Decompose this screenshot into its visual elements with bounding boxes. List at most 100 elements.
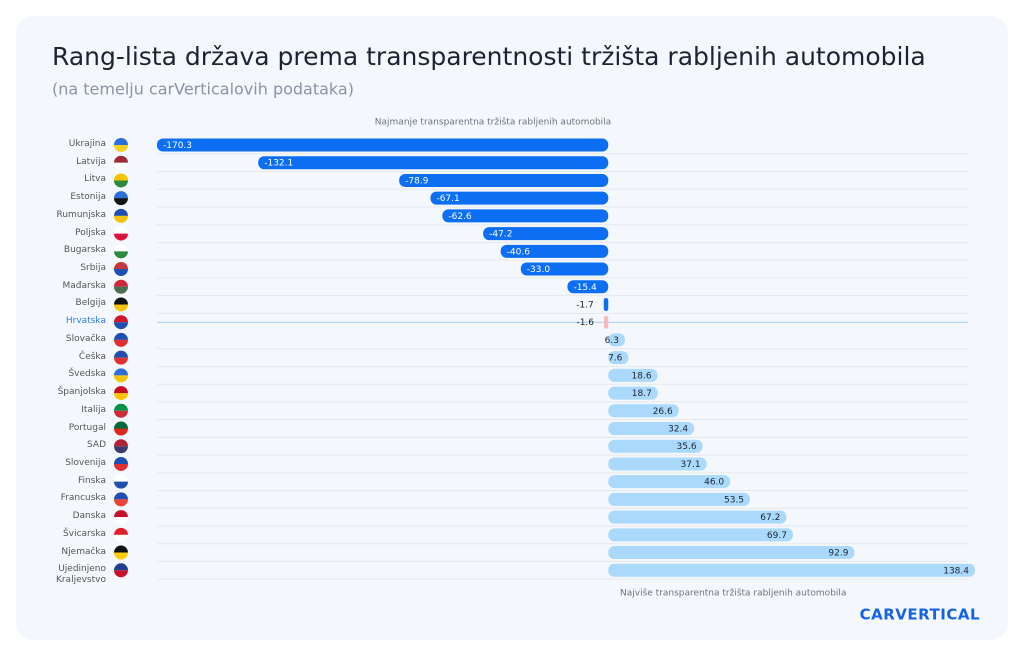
flag — [114, 315, 128, 323]
flag — [114, 474, 128, 482]
category-label: Švicarska — [63, 528, 106, 539]
category-label: Češka — [78, 351, 106, 362]
value-label: 46.0 — [704, 478, 724, 488]
flag — [114, 492, 128, 500]
bar — [608, 546, 855, 560]
category-label: Ukrajina — [68, 139, 106, 149]
flag — [114, 251, 128, 259]
flag — [114, 215, 128, 223]
value-label: -40.6 — [507, 247, 531, 257]
value-label: 7.6 — [608, 354, 623, 364]
value-label: -15.4 — [573, 283, 597, 293]
flag — [114, 439, 128, 447]
flag — [114, 155, 128, 163]
flag — [114, 269, 128, 277]
flag — [114, 357, 128, 365]
flag — [114, 198, 128, 206]
category-label: Hrvatska — [65, 316, 106, 327]
flag — [114, 517, 128, 525]
bar — [608, 439, 703, 453]
bar — [608, 351, 629, 365]
flag — [114, 208, 128, 216]
flag — [114, 262, 128, 270]
chart-subtitle: (na temelju carVerticalovih podataka) — [52, 80, 354, 99]
bar — [604, 315, 609, 329]
flag — [114, 375, 128, 383]
flag — [114, 481, 128, 489]
bar — [608, 368, 658, 382]
bar — [608, 492, 751, 506]
category-label: Belgija — [75, 298, 106, 309]
value-label: -1.7 — [576, 300, 594, 310]
flag — [114, 403, 128, 411]
bar — [567, 280, 609, 294]
flag — [114, 233, 128, 241]
value-label: 26.6 — [653, 407, 673, 417]
chart-title: Rang-lista država prema transparentnosti… — [52, 42, 926, 71]
value-label: 138.4 — [943, 566, 969, 576]
bar — [608, 563, 975, 577]
bar — [608, 475, 731, 489]
value-label: 6.3 — [605, 336, 619, 346]
flag — [114, 563, 128, 571]
brand-logo: carVertical — [860, 606, 980, 624]
flag — [114, 350, 128, 358]
flag — [114, 463, 128, 471]
value-label: 18.6 — [632, 371, 652, 381]
value-label: 32.4 — [668, 425, 688, 435]
flag — [114, 145, 128, 152]
value-label: 53.5 — [724, 495, 744, 505]
flag — [114, 570, 128, 578]
flag — [114, 368, 128, 376]
flag — [114, 286, 128, 294]
category-label: Latvija — [76, 156, 106, 167]
bar — [430, 191, 609, 205]
category-label: Bugarska — [63, 245, 106, 256]
flag — [114, 297, 128, 305]
flag — [114, 421, 128, 429]
flag — [114, 534, 128, 542]
bar — [608, 333, 625, 347]
flag — [114, 410, 128, 418]
flag — [114, 446, 128, 454]
value-label: -78.9 — [405, 176, 429, 186]
value-label: 37.1 — [681, 460, 701, 470]
flag — [114, 428, 128, 436]
flag — [114, 191, 128, 199]
flag — [114, 552, 128, 560]
bar — [500, 244, 609, 258]
category-label: Njemačka — [61, 546, 106, 557]
value-label: -67.1 — [436, 194, 459, 204]
value-label: 18.7 — [632, 389, 652, 399]
flag — [114, 545, 128, 553]
flag — [114, 173, 128, 181]
value-label: -47.2 — [489, 230, 512, 240]
flag — [114, 386, 128, 394]
value-label: -1.6 — [576, 318, 594, 328]
flag — [114, 527, 128, 535]
annotation-top: Najmanje transparentna tržišta rabljenih… — [375, 117, 611, 128]
bar — [520, 262, 609, 276]
flag — [114, 339, 128, 347]
flag — [114, 180, 128, 188]
bar — [608, 457, 707, 471]
bar — [399, 173, 609, 187]
value-label: -170.3 — [163, 141, 192, 151]
category-label: Estonija — [70, 192, 106, 203]
category-label: Portugal — [68, 422, 106, 433]
flag — [114, 304, 128, 312]
card — [16, 16, 1008, 640]
bar — [603, 297, 609, 311]
flag — [114, 510, 128, 518]
category-label: Ujedinjeno Kraljevstvo — [55, 564, 106, 586]
flag — [114, 244, 128, 252]
bar — [608, 510, 787, 524]
category-label: Slovenija — [65, 457, 106, 468]
bar — [442, 209, 609, 223]
value-label: 35.6 — [677, 442, 697, 452]
category-label: Slovačka — [65, 333, 106, 344]
bar — [608, 528, 793, 542]
category-label: Mađarska — [62, 280, 106, 291]
